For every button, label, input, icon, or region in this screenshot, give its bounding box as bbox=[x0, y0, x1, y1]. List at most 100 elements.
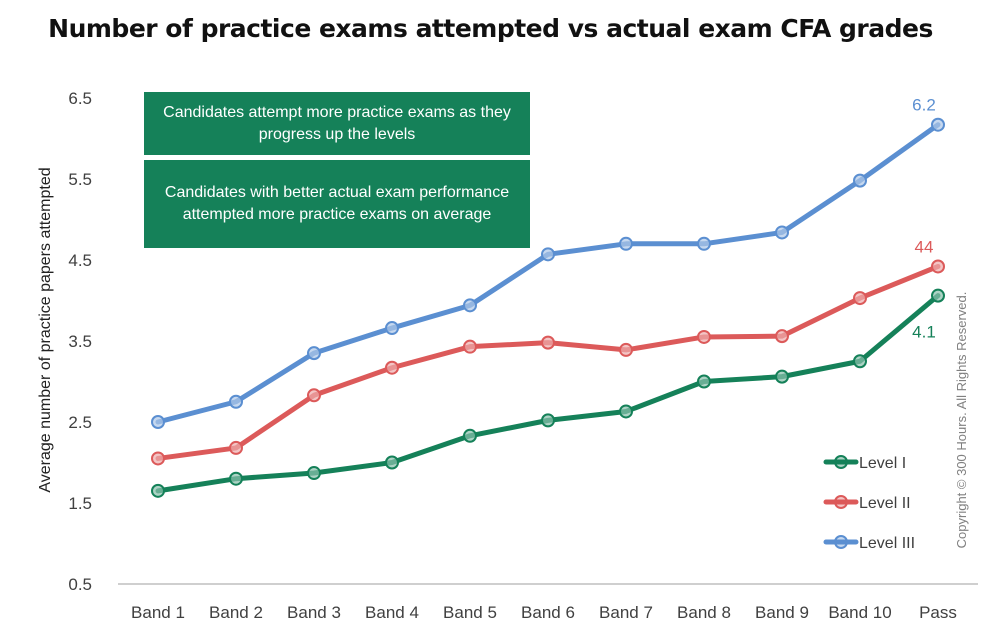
data-point-fill bbox=[932, 260, 944, 272]
data-point bbox=[229, 471, 243, 486]
data-point bbox=[619, 404, 633, 419]
data-point-fill bbox=[464, 430, 476, 442]
data-point bbox=[619, 342, 633, 357]
data-point bbox=[385, 321, 399, 336]
data-point-fill bbox=[152, 485, 164, 497]
x-tick-label: Band 10 bbox=[828, 603, 891, 622]
legend-label: Level II bbox=[859, 495, 911, 512]
y-tick-label: 5.5 bbox=[68, 170, 92, 189]
y-tick-label: 0.5 bbox=[68, 575, 92, 594]
data-point-fill bbox=[932, 290, 944, 302]
data-point bbox=[697, 374, 711, 389]
data-point-fill bbox=[620, 344, 632, 356]
x-axis-ticks: Band 1 Band 2 Band 3 Band 4 Band 5 Band 6 Band… bbox=[131, 603, 957, 622]
data-point-fill bbox=[230, 473, 242, 485]
series-line-level-i bbox=[155, 293, 941, 494]
x-tick-label: Band 4 bbox=[365, 603, 419, 622]
data-point bbox=[385, 455, 399, 470]
data-point bbox=[151, 483, 165, 498]
data-point bbox=[853, 354, 867, 369]
data-point bbox=[619, 236, 633, 251]
data-point bbox=[775, 225, 789, 240]
legend-item: Level III bbox=[823, 535, 915, 552]
callout-better-performance-text: Candidates with better actual exam perfo… bbox=[164, 184, 510, 223]
data-point-fill bbox=[386, 457, 398, 468]
data-point-fill bbox=[776, 226, 788, 238]
end-data-label: 6.2 bbox=[912, 96, 936, 115]
data-point-fill bbox=[854, 355, 866, 367]
series-level-ii: 44 bbox=[151, 237, 945, 466]
data-point bbox=[463, 298, 477, 313]
x-tick-label: Band 7 bbox=[599, 603, 653, 622]
data-point-fill bbox=[464, 299, 476, 311]
x-tick-label: Pass bbox=[919, 603, 957, 622]
y-tick-label: 6.5 bbox=[68, 89, 92, 108]
data-point bbox=[541, 335, 555, 350]
legend-item: Level II bbox=[823, 495, 911, 512]
data-point-fill bbox=[698, 238, 710, 250]
end-data-label: 4.1 bbox=[912, 323, 936, 342]
data-point bbox=[307, 346, 321, 361]
data-point-fill bbox=[620, 405, 632, 417]
legend-swatch-marker bbox=[834, 535, 848, 549]
legend-swatch-marker bbox=[834, 455, 848, 469]
data-point-fill bbox=[308, 467, 320, 479]
legend-label: Level I bbox=[859, 455, 906, 472]
data-point-fill bbox=[542, 414, 554, 426]
data-point-fill bbox=[308, 389, 320, 401]
data-point-fill bbox=[152, 452, 164, 464]
callout-levels-progress: Candidates attempt more practice exams a… bbox=[144, 92, 530, 155]
data-point-fill bbox=[776, 371, 788, 383]
callout-better-performance: Candidates with better actual exam perfo… bbox=[144, 160, 530, 248]
series-level-i: 4.1 bbox=[151, 288, 945, 498]
data-point-fill bbox=[386, 322, 398, 334]
data-point-fill bbox=[698, 376, 710, 387]
x-tick-label: Band 9 bbox=[755, 603, 809, 622]
data-point-fill bbox=[932, 119, 944, 131]
legend-swatch-marker bbox=[834, 495, 848, 509]
data-point bbox=[775, 369, 789, 384]
data-point-fill bbox=[854, 292, 866, 304]
data-point bbox=[385, 360, 399, 375]
data-point-fill bbox=[464, 341, 476, 353]
x-tick-label: Band 1 bbox=[131, 603, 185, 622]
y-tick-label: 4.5 bbox=[68, 251, 92, 270]
data-point bbox=[931, 117, 945, 132]
data-point-fill bbox=[776, 330, 788, 342]
legend-item: Level I bbox=[823, 455, 906, 472]
data-point bbox=[697, 329, 711, 344]
data-point bbox=[151, 415, 165, 429]
x-tick-label: Band 2 bbox=[209, 603, 263, 622]
data-point bbox=[931, 259, 945, 274]
data-point-fill bbox=[152, 416, 164, 428]
data-point bbox=[853, 291, 867, 306]
data-point bbox=[775, 329, 789, 344]
y-tick-label: 1.5 bbox=[68, 494, 92, 513]
y-tick-label: 3.5 bbox=[68, 332, 92, 351]
x-tick-label: Band 5 bbox=[443, 603, 497, 622]
data-point bbox=[229, 440, 243, 455]
data-point bbox=[463, 339, 477, 354]
data-point bbox=[307, 466, 321, 481]
data-point-fill bbox=[542, 248, 554, 260]
x-tick-label: Band 3 bbox=[287, 603, 341, 622]
end-data-label: 44 bbox=[915, 237, 934, 256]
series-layer: 4.1 44 6.2 bbox=[151, 96, 945, 498]
y-tick-label: 2.5 bbox=[68, 413, 92, 432]
data-point bbox=[151, 451, 165, 466]
x-tick-label: Band 8 bbox=[677, 603, 731, 622]
data-point-fill bbox=[620, 238, 632, 250]
data-point bbox=[229, 394, 243, 409]
data-point bbox=[463, 428, 477, 443]
data-point bbox=[697, 236, 711, 251]
series-level-iii: 6.2 bbox=[151, 96, 945, 429]
data-point bbox=[931, 288, 945, 303]
data-point-fill bbox=[230, 396, 242, 408]
data-point bbox=[853, 173, 867, 188]
data-point-fill bbox=[542, 337, 554, 349]
data-point-fill bbox=[854, 175, 866, 187]
x-tick-label: Band 6 bbox=[521, 603, 575, 622]
data-point-fill bbox=[308, 347, 320, 359]
series-line-level-ii bbox=[155, 263, 941, 461]
